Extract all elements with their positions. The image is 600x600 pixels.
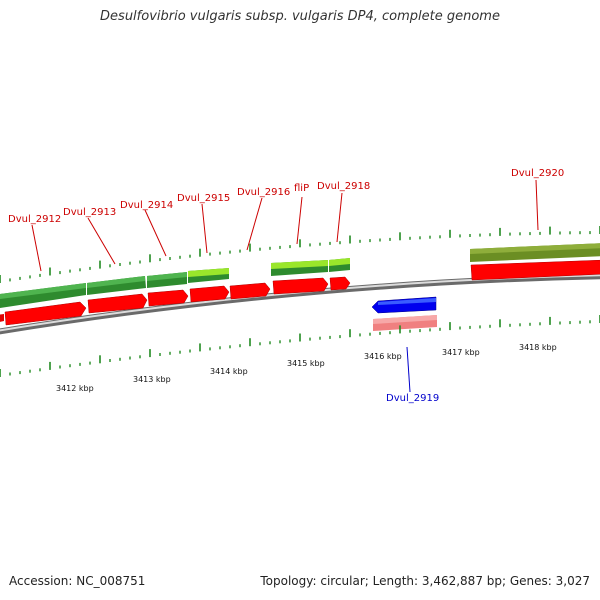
gene-label-dvul-2915[interactable]: Dvul_2915 xyxy=(177,193,230,204)
feature-bar-olive[interactable] xyxy=(470,243,600,262)
cds-arrow-forward-8[interactable] xyxy=(329,276,351,291)
kbp-label-3412: 3412 kbp xyxy=(56,384,94,393)
tick-marks-inner xyxy=(0,315,600,377)
accession-text: Accession: NC_008751 xyxy=(9,574,146,588)
cds-arrow-forward-3[interactable] xyxy=(87,293,148,314)
gene-label-dvul-2916[interactable]: Dvul_2916 xyxy=(237,187,290,198)
kbp-label-3413: 3413 kbp xyxy=(133,375,171,384)
label-leader-lines xyxy=(31,179,539,393)
kbp-labels: 3412 kbp 3413 kbp 3414 kbp 3415 kbp 3416… xyxy=(56,343,557,393)
cds-arrow-forward-1[interactable] xyxy=(0,314,4,323)
feature-bar-green-3[interactable] xyxy=(147,272,187,288)
gene-label-dvul-2914[interactable]: Dvul_2914 xyxy=(120,200,173,211)
feature-bar-green-1[interactable] xyxy=(0,283,86,308)
rna-bar-reverse-pink[interactable] xyxy=(373,315,437,331)
kbp-label-3417: 3417 kbp xyxy=(442,348,480,357)
feature-bar-lightgreen-5[interactable] xyxy=(271,260,328,276)
feature-bar-lightgreen-4[interactable] xyxy=(188,268,229,283)
cds-arrow-forward-5[interactable] xyxy=(189,285,230,303)
feature-bar-green-2[interactable] xyxy=(87,276,146,295)
kbp-label-3414: 3414 kbp xyxy=(210,367,248,376)
kbp-label-3415: 3415 kbp xyxy=(287,359,325,368)
gene-label-dvul-2919[interactable]: Dvul_2919 xyxy=(386,393,439,404)
tick-marks-outer xyxy=(0,226,600,283)
gene-labels: Dvul_2912 Dvul_2913 Dvul_2914 Dvul_2915 … xyxy=(8,168,564,404)
gene-label-dvul-2913[interactable]: Dvul_2913 xyxy=(63,207,116,218)
gene-label-flip[interactable]: fliP xyxy=(294,183,309,194)
gene-label-dvul-2918[interactable]: Dvul_2918 xyxy=(317,181,370,192)
cds-arrow-forward-2[interactable] xyxy=(4,301,87,326)
kbp-label-3418: 3418 kbp xyxy=(519,343,557,352)
cds-arrow-forward-6[interactable] xyxy=(229,282,271,300)
genome-title: Desulfovibrio vulgaris subsp. vulgaris D… xyxy=(100,9,500,24)
gene-label-dvul-2920[interactable]: Dvul_2920 xyxy=(511,168,564,179)
cds-arrow-forward-4[interactable] xyxy=(147,289,189,307)
kbp-label-3416: 3416 kbp xyxy=(364,352,402,361)
feature-bar-lightgreen-6[interactable] xyxy=(329,258,350,272)
cds-arrow-forward-7[interactable] xyxy=(272,277,329,295)
topology-text: Topology: circular; Length: 3,462,887 bp… xyxy=(260,574,590,588)
cds-arrow-forward-9[interactable] xyxy=(470,259,600,281)
cds-arrow-reverse-blue[interactable] xyxy=(371,296,437,314)
gene-label-dvul-2912[interactable]: Dvul_2912 xyxy=(8,214,61,225)
